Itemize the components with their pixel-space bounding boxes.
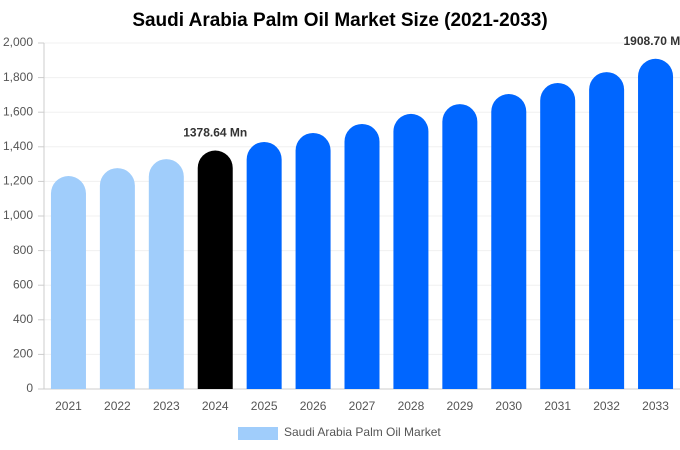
bar — [393, 113, 429, 389]
x-tick-label: 2029 — [446, 399, 473, 413]
bar — [442, 104, 478, 389]
bar — [246, 141, 282, 389]
y-tick-label: 800 — [13, 243, 33, 257]
x-tick-label: 2023 — [153, 399, 180, 413]
y-tick-label: 1,200 — [3, 174, 33, 188]
x-tick-label: 2024 — [202, 399, 229, 413]
bar — [197, 150, 233, 389]
bar — [589, 72, 625, 389]
y-tick-label: 0 — [26, 381, 33, 395]
y-tick-label: 1,600 — [3, 104, 33, 118]
x-tick-label: 2022 — [104, 399, 131, 413]
x-tick-label: 2031 — [544, 399, 571, 413]
y-tick-label: 1,400 — [3, 139, 33, 153]
y-tick-label: 1,000 — [3, 208, 33, 222]
y-tick-label: 600 — [13, 277, 33, 291]
y-tick-label: 400 — [13, 312, 33, 326]
y-tick-label: 200 — [13, 347, 33, 361]
bar — [638, 58, 674, 390]
x-tick-label: 2030 — [495, 399, 522, 413]
legend-label: Saudi Arabia Palm Oil Market — [284, 425, 441, 439]
y-tick-label: 2,000 — [3, 35, 33, 49]
bar — [344, 123, 380, 390]
bar — [491, 94, 527, 389]
bar — [99, 168, 135, 389]
bar — [295, 132, 331, 389]
x-tick-label: 2032 — [593, 399, 620, 413]
x-tick-label: 2025 — [251, 399, 278, 413]
bar — [540, 82, 576, 389]
x-tick-label: 2028 — [398, 399, 425, 413]
data-label: 1378.64 Mn — [183, 126, 247, 140]
chart-title: Saudi Arabia Palm Oil Market Size (2021-… — [132, 10, 547, 31]
bar — [50, 176, 86, 389]
x-tick-label: 2021 — [55, 399, 82, 413]
bar — [148, 159, 184, 389]
legend-swatch — [238, 427, 278, 440]
data-label: 1908.70 Mn — [624, 34, 680, 48]
x-tick-label: 2033 — [642, 399, 669, 413]
x-tick-label: 2027 — [349, 399, 376, 413]
y-tick-label: 1,800 — [3, 70, 33, 84]
x-tick-label: 2026 — [300, 399, 327, 413]
